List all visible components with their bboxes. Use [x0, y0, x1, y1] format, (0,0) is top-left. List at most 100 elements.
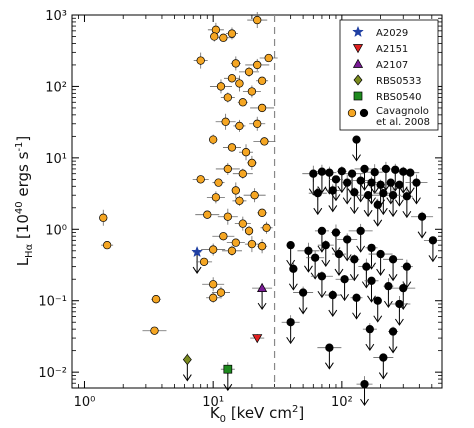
legend-marker-a2151 [352, 44, 364, 54]
data-point-cavagnolo-et-al-2008 [317, 272, 327, 281]
data-point-cavagnolo-et-al-2008 [196, 56, 205, 65]
data-point-cavagnolo-et-al-2008 [210, 32, 219, 41]
y-title-sub: Hα [24, 243, 35, 258]
legend-marker-rbs0533 [353, 74, 363, 86]
data-point-cavagnolo-et-al-2008 [309, 169, 318, 178]
data-point-cavagnolo-et-al-2008 [227, 74, 237, 83]
data-point-cavagnolo-et-al-2008 [216, 288, 226, 297]
data-point-cavagnolo-et-al-2008 [313, 189, 322, 198]
data-point-cavagnolo-et-al-2008 [196, 175, 205, 184]
data-point-cavagnolo-et-al-2008 [223, 164, 232, 174]
data-point-cavagnolo-et-al-2008 [328, 290, 337, 300]
data-point-cavagnolo-et-al-2008 [260, 137, 269, 146]
upper-limit-arrowhead [373, 315, 383, 323]
data-point-cavagnolo-et-al-2008 [328, 186, 337, 195]
upper-limit-arrowhead [324, 362, 334, 370]
upper-limit-arrowhead [417, 231, 427, 239]
upper-limit-arrowhead [349, 274, 359, 282]
data-point-cavagnolo-et-al-2008 [262, 223, 271, 232]
data-point-cavagnolo-et-al-2008 [238, 98, 247, 107]
data-point-cavagnolo-et-al-2008 [325, 168, 334, 177]
data-point-cavagnolo-et-al-2008 [227, 143, 237, 152]
data-point-cavagnolo-et-al-2008 [373, 296, 382, 305]
x-title-k: K [210, 404, 221, 422]
upper-limit-arrowhead [349, 206, 359, 215]
x-title-close: ] [298, 404, 304, 422]
data-point-cavagnolo-et-al-2008 [317, 226, 327, 236]
data-point-cavagnolo-et-al-2008 [199, 257, 209, 267]
data-point-cavagnolo-et-al-2008 [257, 208, 267, 217]
legend-markers [347, 25, 369, 118]
data-point-cavagnolo-et-al-2008 [428, 236, 438, 245]
data-point-cavagnolo-et-al-2008 [379, 353, 388, 362]
data-point-cavagnolo-et-al-2008 [399, 283, 408, 293]
upper-limit-arrowhead [182, 374, 192, 382]
data-point-cavagnolo-et-al-2008 [264, 53, 273, 63]
data-point-cavagnolo-et-al-2008 [356, 226, 365, 236]
axis-ticks: 10⁰ 10¹ 10² 10⁻² 10⁻¹ 10⁰ 10¹ 10² 10³ [38, 9, 442, 410]
data-point-cavagnolo-et-al-2008 [395, 299, 404, 309]
data-point-cavagnolo-et-al-2008 [388, 191, 398, 200]
y-title-sup1: 40 [14, 201, 25, 214]
upper-limit-arrowhead [405, 187, 415, 195]
data-point-cavagnolo-et-al-2008 [209, 293, 218, 302]
upper-limit-arrowhead [388, 209, 398, 218]
data-point-cavagnolo-et-al-2008 [289, 264, 298, 273]
data-point-cavagnolo-et-al-2008 [227, 246, 237, 255]
data-point-cavagnolo-et-al-2008 [238, 219, 247, 228]
y-tick-label: 10² [45, 80, 67, 95]
data-point-cavagnolo-et-al-2008 [214, 178, 223, 187]
y-title-unit: [10 [14, 214, 32, 244]
legend: A2029 A2151 A2107 RBS0533 RBS0540 Cavagn… [339, 19, 439, 131]
data-point-cavagnolo-et-al-2008 [343, 178, 352, 187]
data-point-cavagnolo-et-al-2008 [321, 240, 330, 250]
data-point-cavagnolo-et-al-2008 [247, 158, 257, 168]
data-point-a2151 [252, 334, 263, 344]
data-point-cavagnolo-et-al-2008 [367, 276, 376, 285]
data-point-cavagnolo-et-al-2008 [253, 60, 262, 70]
upper-limit-arrowhead [360, 398, 369, 407]
data-point-cavagnolo-et-al-2008 [102, 240, 112, 250]
data-point-cavagnolo-et-al-2008 [247, 239, 257, 249]
upper-limit-arrowhead [376, 268, 386, 276]
data-point-cavagnolo-et-al-2008 [367, 178, 376, 187]
data-point-cavagnolo-et-al-2008 [360, 379, 369, 389]
data-point-cavagnolo-et-al-2008 [244, 67, 254, 77]
data-point-cavagnolo-et-al-2008 [286, 240, 295, 250]
data-point-rbs0533 [182, 354, 192, 366]
upper-limit-arrowhead [321, 259, 331, 268]
data-point-cavagnolo-et-al-2008 [363, 191, 373, 200]
upper-limit-arrowhead [223, 383, 233, 392]
upper-limit-arrowhead [331, 194, 341, 202]
x-title-sub: 0 [220, 414, 226, 425]
upper-limit-arrowhead [313, 207, 323, 216]
data-point-cavagnolo-et-al-2008 [235, 196, 244, 206]
legend-marker-rbs0540 [353, 91, 363, 101]
y-title-l: L [14, 257, 32, 266]
x-axis-title: K0 [keV cm2] [210, 404, 304, 425]
upper-limit-arrowhead [310, 272, 320, 280]
data-point-cavagnolo-et-al-2008 [244, 226, 254, 236]
upper-limit-arrowhead [367, 295, 376, 303]
y-tick-label: 10³ [45, 9, 67, 24]
data-point-cavagnolo-et-al-2008 [350, 255, 359, 264]
data-point-cavagnolo-et-al-2008 [257, 103, 267, 113]
data-point-a2107 [256, 282, 268, 292]
data-point-cavagnolo-et-al-2008 [347, 169, 357, 178]
data-point-cavagnolo-et-al-2008 [216, 82, 226, 91]
x-tick-label: 10⁰ [74, 395, 96, 410]
data-point-cavagnolo-et-al-2008 [211, 193, 221, 202]
data-point-cavagnolo-et-al-2008 [391, 165, 400, 174]
upper-limit-arrowhead [328, 205, 338, 213]
x-title-unit: [keV cm [226, 404, 292, 422]
data-point-cavagnolo-et-al-2008 [379, 189, 388, 198]
upper-limit-arrowhead [257, 302, 267, 311]
data-point-cavagnolo-et-al-2008 [365, 324, 374, 334]
data-point-cavagnolo-et-al-2008 [286, 318, 295, 327]
legend-marker-a2107 [352, 58, 364, 68]
data-point-cavagnolo-et-al-2008 [257, 242, 267, 251]
data-points [99, 15, 438, 389]
upper-limit-arrowhead [334, 268, 344, 276]
data-point-cavagnolo-et-al-2008 [253, 119, 262, 128]
